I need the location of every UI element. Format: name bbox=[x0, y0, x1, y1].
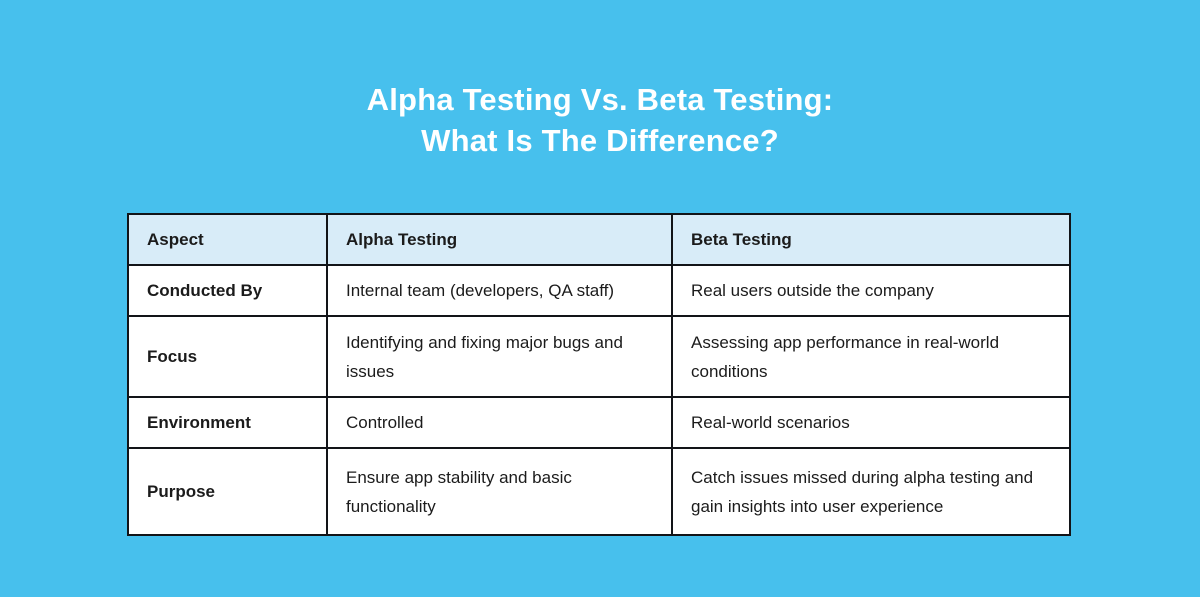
row-label-environment: Environment bbox=[127, 396, 328, 449]
table-row-purpose: Purpose Ensure app stability and basic f… bbox=[127, 447, 1071, 536]
header-cell-beta-testing: Beta Testing bbox=[671, 213, 1071, 266]
cell-purpose-beta: Catch issues missed during alpha testing… bbox=[671, 447, 1071, 536]
table-row-conducted-by: Conducted By Internal team (developers, … bbox=[127, 264, 1071, 317]
page-title-line1: Alpha Testing Vs. Beta Testing: bbox=[366, 82, 834, 117]
cell-conducted-by-beta: Real users outside the company bbox=[671, 264, 1071, 317]
cell-purpose-alpha: Ensure app stability and basic functiona… bbox=[326, 447, 673, 536]
row-label-purpose: Purpose bbox=[127, 447, 328, 536]
cell-focus-beta: Assessing app performance in real-world … bbox=[671, 315, 1071, 398]
cell-focus-alpha: Identifying and fixing major bugs and is… bbox=[326, 315, 673, 398]
comparison-table: Aspect Alpha Testing Beta Testing Conduc… bbox=[127, 213, 1071, 536]
cell-conducted-by-alpha: Internal team (developers, QA staff) bbox=[326, 264, 673, 317]
header-cell-alpha-testing: Alpha Testing bbox=[326, 213, 673, 266]
page-title: Alpha Testing Vs. Beta Testing: What Is … bbox=[0, 79, 1200, 161]
table-row-environment: Environment Controlled Real-world scenar… bbox=[127, 396, 1071, 449]
header-cell-aspect: Aspect bbox=[127, 213, 328, 266]
cell-environment-beta: Real-world scenarios bbox=[671, 396, 1071, 449]
table-row-focus: Focus Identifying and fixing major bugs … bbox=[127, 315, 1071, 398]
row-label-focus: Focus bbox=[127, 315, 328, 398]
row-label-conducted-by: Conducted By bbox=[127, 264, 328, 317]
table-header-row: Aspect Alpha Testing Beta Testing bbox=[127, 213, 1071, 266]
page-title-line2: What Is The Difference? bbox=[421, 123, 779, 158]
cell-environment-alpha: Controlled bbox=[326, 396, 673, 449]
